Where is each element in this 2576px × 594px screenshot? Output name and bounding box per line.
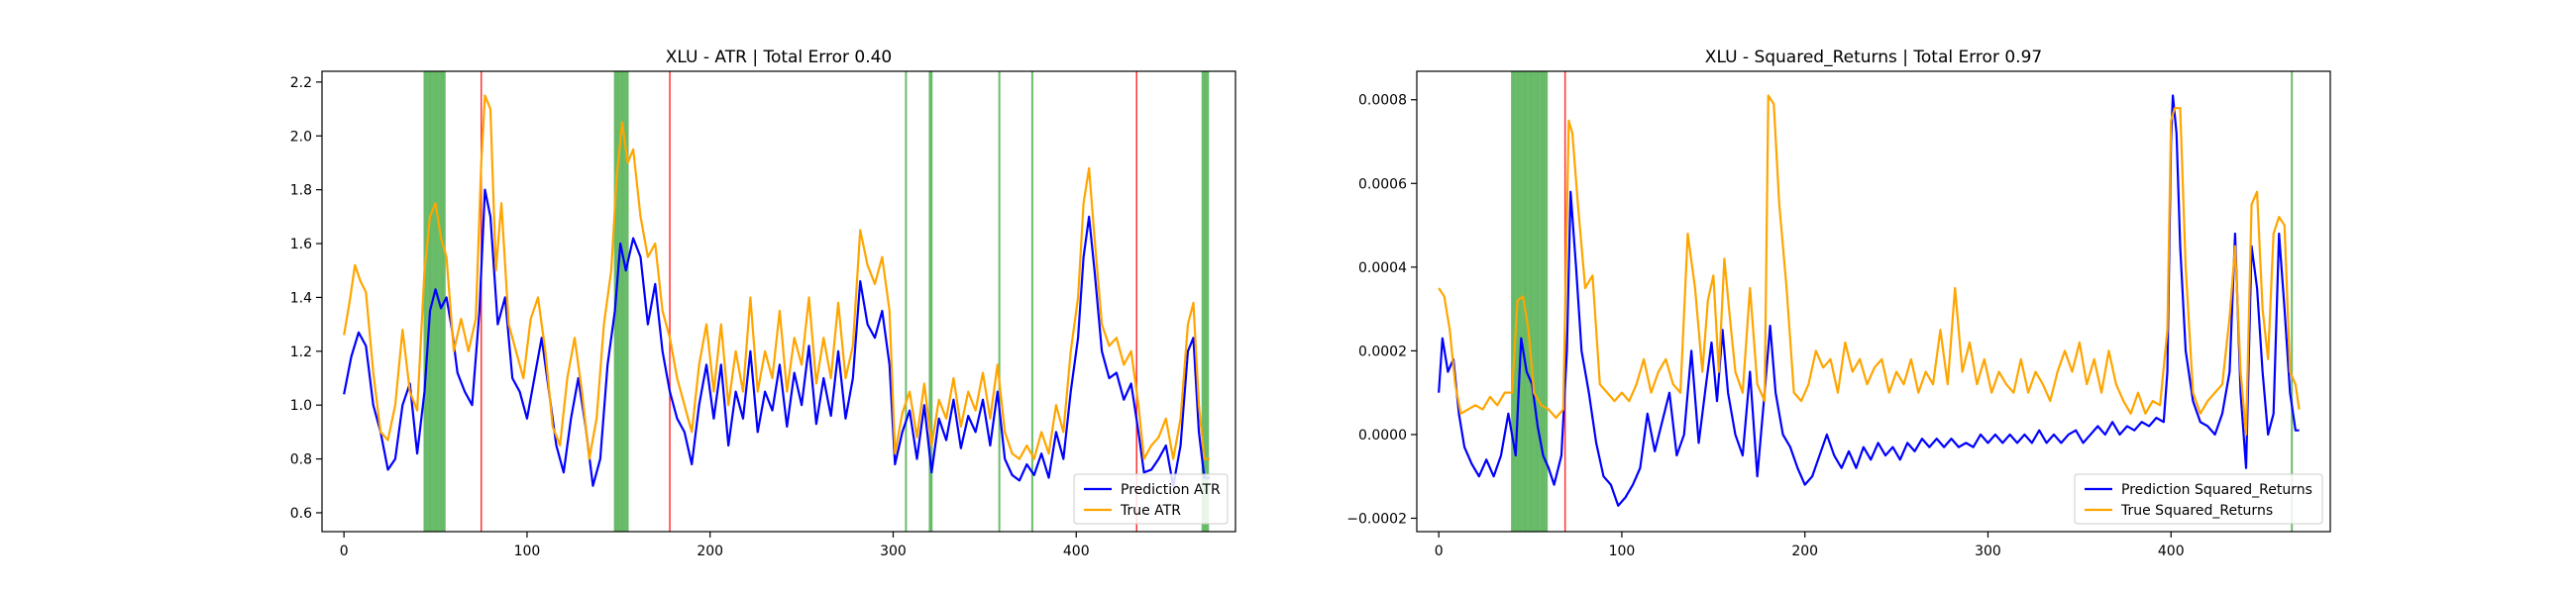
atr-y-tick-label: 0.8 <box>290 452 312 468</box>
atr-y-tick-label: 1.6 <box>290 237 312 252</box>
atr-true-line <box>343 94 1211 460</box>
squared-returns-y-tick-label: 0.0002 <box>1358 344 1407 359</box>
atr-x-tick-label: 100 <box>514 544 541 559</box>
squared-returns-chart-panel: XLU - Squared_Returns | Total Error 0.97… <box>1346 48 2331 559</box>
atr-chart-title: XLU - ATR | Total Error 0.40 <box>666 48 893 67</box>
atr-y-tick-label: 2.2 <box>290 75 312 91</box>
atr-y-tick-label: 1.2 <box>290 345 312 360</box>
atr-legend-label: Prediction ATR <box>1121 482 1221 498</box>
squared-returns-x-tick-label: 100 <box>1609 544 1636 559</box>
squared-returns-x-tick-label: 400 <box>2158 544 2185 559</box>
squared-returns-y-tick-label: 0.0008 <box>1358 93 1407 109</box>
atr-x-tick-label: 0 <box>340 544 349 559</box>
atr-y-tick-label: 1.8 <box>290 183 312 199</box>
atr-y-tick-label: 1.4 <box>290 290 312 306</box>
squared-returns-event-lines <box>1511 71 2294 532</box>
squared-returns-legend-box <box>2074 473 2323 525</box>
squared-returns-legend: Prediction Squared_Returns True Squared_R… <box>2074 473 2323 525</box>
squared-returns-y-tick-label: 0.0006 <box>1358 176 1407 192</box>
atr-chart-panel: XLU - ATR | Total Error 0.40 0 100 200 300 4… <box>290 48 1236 559</box>
atr-x-tick-label: 400 <box>1063 544 1090 559</box>
squared-returns-x-tick-label: 200 <box>1791 544 1818 559</box>
atr-y-tick-label: 0.6 <box>290 506 312 522</box>
atr-y-tick-label: 2.0 <box>290 129 312 145</box>
squared-returns-y-tick-label: 0.0004 <box>1358 260 1407 276</box>
squared-returns-chart-title: XLU - Squared_Returns | Total Error 0.97 <box>1705 48 2042 67</box>
squared-returns-x-tick-label: 0 <box>1435 544 1444 559</box>
squared-returns-legend-label: True Squared_Returns <box>2120 503 2273 519</box>
atr-x-tick-label: 200 <box>697 544 723 559</box>
squared-returns-plot-frame <box>1416 70 2331 533</box>
squared-returns-plot-area <box>1417 71 2330 532</box>
atr-plot-frame <box>321 70 1236 533</box>
squared-returns-y-tick-label: 0.0000 <box>1358 428 1407 444</box>
atr-legend-label: True ATR <box>1120 503 1181 519</box>
atr-prediction-line <box>343 188 1211 487</box>
atr-legend: Prediction ATR True ATR <box>1073 473 1229 525</box>
squared-returns-x-tick-label: 300 <box>1975 544 2001 559</box>
atr-x-tick-label: 300 <box>880 544 907 559</box>
squared-returns-true-line <box>1438 94 2301 437</box>
atr-plot-area <box>322 71 1235 532</box>
atr-y-tick-label: 1.0 <box>290 398 312 414</box>
squared-returns-y-tick-label: −0.0002 <box>1346 511 1407 527</box>
atr-legend-box <box>1073 473 1229 525</box>
squared-returns-legend-label: Prediction Squared_Returns <box>2121 482 2312 498</box>
